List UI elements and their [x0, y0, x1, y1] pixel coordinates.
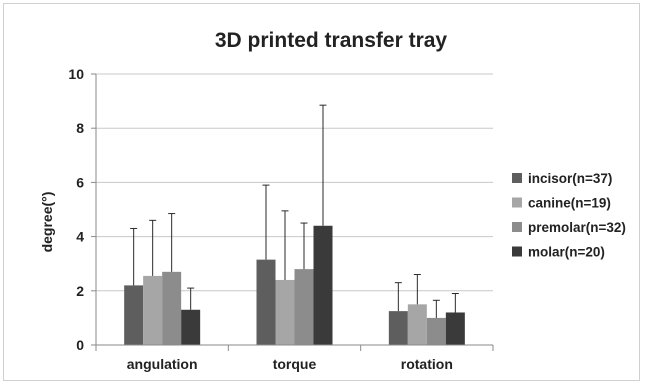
y-tick-label: 2 — [76, 283, 84, 299]
x-axis-ticks: angulation torque rotation — [127, 356, 453, 372]
error-bars — [130, 104, 459, 318]
x-tick-label: torque — [273, 356, 317, 372]
y-tick-label: 0 — [76, 337, 84, 353]
axes — [91, 73, 494, 351]
chart-title: 3D printed transfer tray — [215, 29, 448, 52]
legend-swatch — [512, 222, 522, 232]
legend-swatch — [512, 197, 522, 208]
x-tick-label: rotation — [401, 356, 453, 372]
bar — [313, 225, 333, 345]
gridlines — [96, 73, 493, 292]
legend-label: canine(n=19) — [528, 196, 611, 211]
bar — [407, 304, 427, 345]
bar — [143, 275, 163, 345]
legend-swatch — [512, 246, 522, 257]
bar — [256, 259, 276, 345]
bar — [181, 309, 201, 345]
bar — [162, 271, 182, 345]
x-tick-label: angulation — [127, 356, 198, 372]
legend: incisor(n=37) canine(n=19) premolar(n=32) m… — [512, 171, 626, 260]
y-tick-label: 8 — [76, 120, 84, 136]
legend-swatch — [512, 173, 522, 183]
bar — [275, 279, 295, 345]
y-tick-label: 6 — [76, 174, 84, 190]
y-axis-ticks: 0 2 4 6 8 10 — [68, 66, 84, 353]
y-tick-label: 10 — [68, 66, 84, 82]
legend-label: molar(n=20) — [528, 245, 605, 260]
bar — [294, 269, 314, 345]
y-tick-label: 4 — [76, 229, 84, 245]
legend-label: incisor(n=37) — [528, 171, 612, 186]
bar — [445, 312, 465, 345]
legend-label: premolar(n=32) — [528, 220, 626, 235]
bar — [426, 317, 446, 345]
bar — [388, 311, 408, 345]
bars — [124, 225, 465, 345]
y-axis-label: degree(°) — [39, 192, 55, 253]
bar — [124, 285, 144, 345]
